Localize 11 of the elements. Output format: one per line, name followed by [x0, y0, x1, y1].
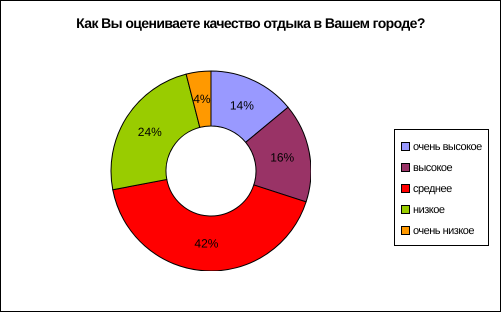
legend-label: высокое [413, 162, 452, 174]
data-label: 16% [270, 150, 295, 164]
chart-title: Как Вы оцениваете качество отдыка в Вашем городе? [75, 15, 426, 31]
data-label: 42% [194, 236, 219, 250]
legend-label: низкое [413, 204, 444, 216]
data-label: 4% [193, 92, 211, 106]
data-label: 24% [138, 125, 162, 140]
legend-label: очень низкое [413, 224, 474, 236]
legend-label: среднее [413, 182, 452, 194]
legend-label: очень высокое [413, 140, 482, 152]
data-label: 14% [230, 98, 254, 112]
